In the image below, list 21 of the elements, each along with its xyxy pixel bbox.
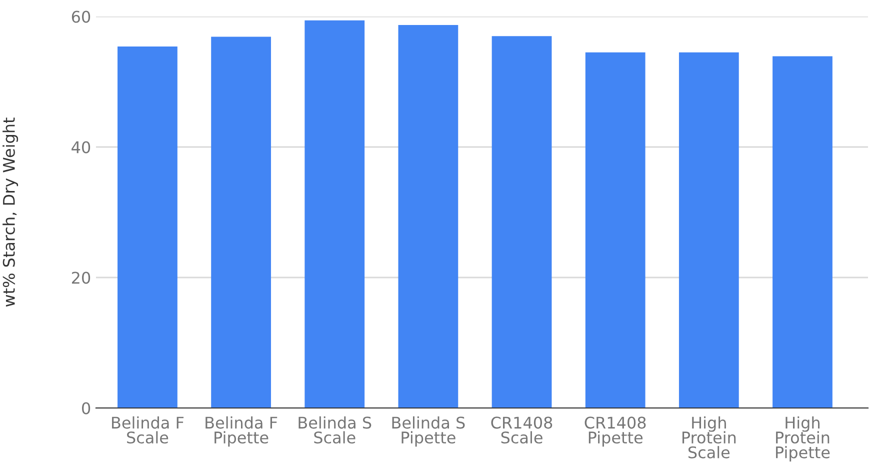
x-tick-label: High Protein Scale [682,416,736,458]
y-tick-label: 40 [72,141,90,154]
x-tick-label: Belinda S Pipette [392,416,465,447]
x-tick-label: Belinda F Scale [112,416,184,444]
y-tick-label: 60 [72,10,90,23]
bar [211,36,271,408]
y-axis-title: wt% Starch, Dry Weight [2,118,18,307]
x-tick-label: Belinda S Scale [298,416,372,444]
y-tick-label: 0 [82,402,90,414]
bar [304,20,365,408]
x-tick-label: High Protein Pipette [776,416,830,462]
bar [585,52,646,408]
bar [492,36,552,408]
bar [772,56,832,408]
x-tick-label: CR1408 Scale [491,416,552,444]
x-tick-label: Belinda F Pipette [206,416,278,447]
bar [678,52,739,408]
bar [398,24,458,408]
y-tick-label: 20 [72,272,90,284]
bar [118,46,178,408]
x-tick-label: CR1408 Pipette [584,416,646,447]
